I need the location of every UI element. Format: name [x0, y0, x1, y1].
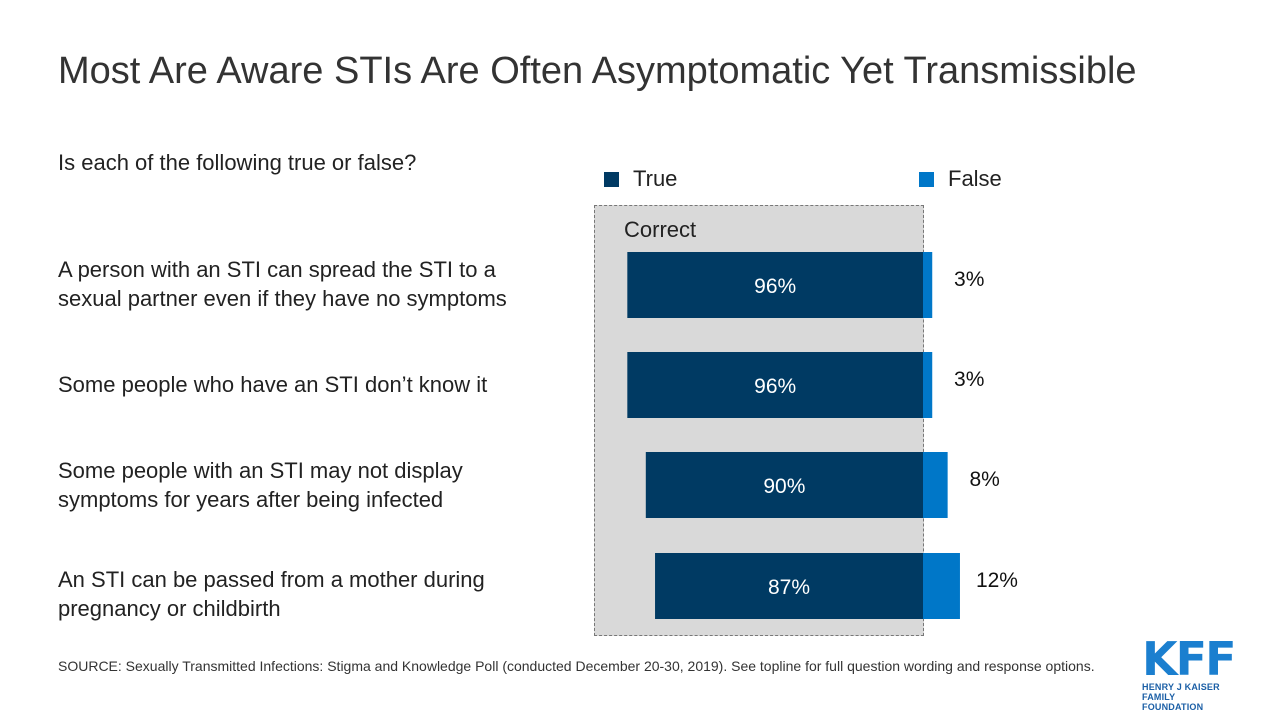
legend-swatch-true: [604, 171, 619, 187]
bar-false-1: [923, 252, 933, 318]
category-label-4-line-2: pregnancy or childbirth: [58, 596, 281, 621]
category-label-1: A person with an STI can spread the STI …: [58, 255, 558, 313]
bar-false-4: [923, 553, 960, 619]
correct-label: Correct: [624, 217, 697, 242]
logo-mark: KFF: [1142, 632, 1237, 686]
question-text: Is each of the following true or false?: [58, 150, 417, 175]
bar-false-2: [923, 352, 933, 418]
category-label-3-line-1: Some people with an STI may not display: [58, 458, 463, 483]
category-label-4-line-1: An STI can be passed from a mother durin…: [58, 567, 485, 592]
logo-line-2: FAMILY FOUNDATION: [1142, 692, 1204, 712]
kff-logo: KFF HENRY J KAISER FAMILY FOUNDATION: [1142, 636, 1237, 712]
data-label-true-1: 96%: [754, 275, 796, 298]
bar-false-3: [923, 452, 948, 518]
category-label-2: Some people who have an STI don’t know i…: [58, 370, 558, 399]
category-label-4: An STI can be passed from a mother durin…: [58, 565, 558, 623]
data-label-false-1: 3%: [954, 268, 984, 291]
slide-title: Most Are Aware STIs Are Often Asymptomat…: [58, 50, 1137, 92]
data-label-true-4: 87%: [768, 576, 810, 599]
category-label-2-line-1: Some people who have an STI don’t know i…: [58, 372, 488, 397]
data-label-true-3: 90%: [763, 475, 805, 498]
bar-true-1: [627, 252, 923, 318]
category-label-3: Some people with an STI may not display …: [58, 456, 558, 514]
logo-line-1: HENRY J KAISER: [1142, 682, 1220, 692]
data-label-false-4: 12%: [976, 569, 1018, 592]
legend-item-true: True: [604, 166, 677, 192]
category-label-3-line-2: symptoms for years after being infected: [58, 487, 444, 512]
data-label-false-3: 8%: [969, 468, 999, 491]
legend-label-false: False: [948, 166, 1002, 191]
source-note: SOURCE: Sexually Transmitted Infections:…: [58, 658, 1095, 674]
bar-true-2: [627, 352, 923, 418]
legend-swatch-false: [919, 171, 934, 187]
data-label-true-2: 96%: [754, 375, 796, 398]
legend-label-true: True: [633, 166, 678, 191]
data-label-false-2: 3%: [954, 368, 984, 391]
bar-true-3: [645, 452, 923, 518]
category-label-1-line-2: sexual partner even if they have no symp…: [58, 286, 507, 311]
legend-item-false: False: [919, 166, 1002, 192]
bar-true-4: [655, 553, 923, 619]
category-label-1-line-1: A person with an STI can spread the STI …: [58, 257, 496, 282]
